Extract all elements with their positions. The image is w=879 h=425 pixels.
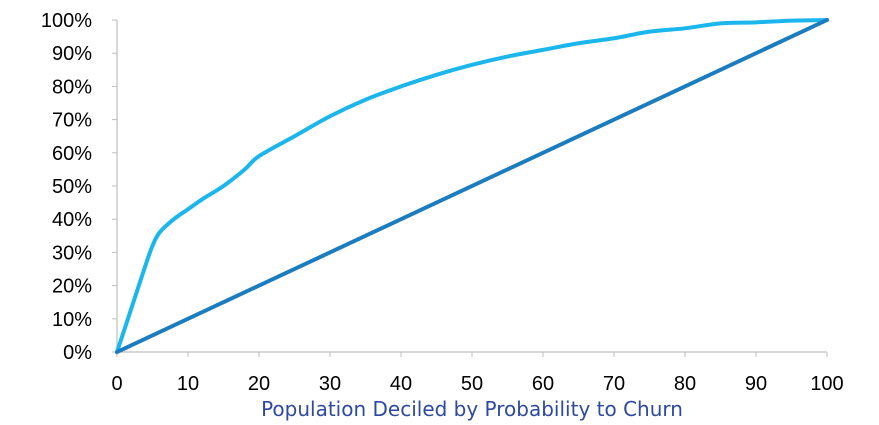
y-tick-label: 80% (52, 76, 92, 98)
y-tick-label: 20% (52, 276, 92, 298)
x-axis-tick-labels: 0 10 20 30 40 50 60 70 80 90 100 (111, 352, 844, 395)
x-tick-label: 20 (248, 373, 270, 395)
x-tick-label: 30 (319, 373, 341, 395)
x-tick-label: 50 (461, 373, 483, 395)
x-tick-label: 10 (177, 373, 199, 395)
y-tick-label: 60% (52, 143, 92, 165)
y-axis-tick-labels: 0% 10% 20% 30% 40% 50% 60% 70% 80% 90% 100% (41, 10, 117, 364)
series-layer (115, 18, 829, 354)
y-tick-label: 10% (52, 309, 92, 331)
cumulative-gains-curve (115, 18, 829, 354)
y-tick-label: 100% (41, 10, 92, 32)
y-tick-label: 90% (52, 43, 92, 65)
x-tick-label: 100 (810, 373, 843, 395)
x-tick-label: 90 (745, 373, 767, 395)
y-tick-label: 70% (52, 110, 92, 132)
y-tick-label: 0% (63, 342, 92, 364)
y-tick-label: 30% (52, 242, 92, 264)
y-tick-label: 40% (52, 209, 92, 231)
x-tick-label: 80 (674, 373, 696, 395)
random-baseline-line (115, 18, 829, 354)
x-axis-title: Population Deciled by Probability to Chu… (261, 397, 683, 421)
x-tick-label: 60 (532, 373, 554, 395)
x-tick-label: 0 (111, 373, 122, 395)
x-tick-label: 40 (390, 373, 412, 395)
y-tick-label: 50% (52, 176, 92, 198)
x-tick-label: 70 (603, 373, 625, 395)
